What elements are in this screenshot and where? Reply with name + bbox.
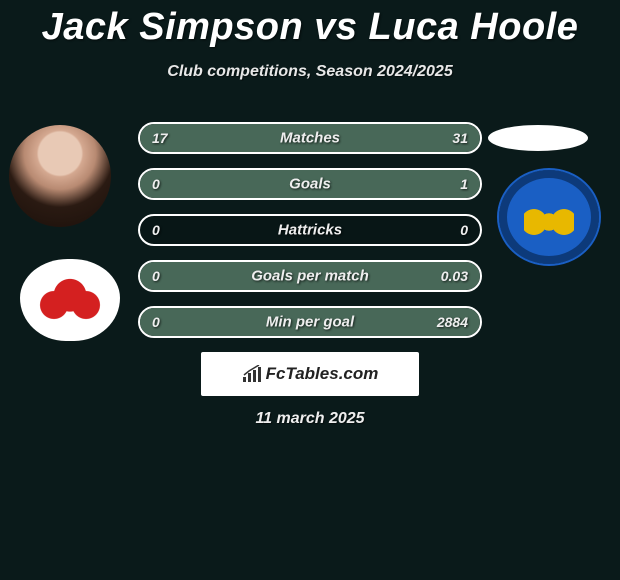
- player-photo-left: [9, 125, 111, 227]
- stat-row: 17 Matches 31: [138, 122, 482, 154]
- stat-label: Goals: [289, 176, 331, 193]
- stat-value-right: 31: [452, 130, 468, 146]
- club-crest-left: [20, 259, 120, 341]
- comparison-card: Jack Simpson vs Luca Hoole Club competit…: [0, 0, 620, 580]
- stat-value-right: 0: [460, 222, 468, 238]
- stat-label: Matches: [280, 130, 340, 147]
- stat-label: Min per goal: [266, 314, 354, 331]
- stat-label: Goals per match: [251, 268, 369, 285]
- stat-value-left: 0: [152, 222, 160, 238]
- stat-value-left: 0: [152, 314, 160, 330]
- date-label: 11 march 2025: [0, 410, 620, 428]
- club-crest-right: [499, 170, 599, 264]
- stat-row: 0 Goals per match 0.03: [138, 260, 482, 292]
- stat-value-left: 17: [152, 130, 168, 146]
- stat-row: 0 Goals 1: [138, 168, 482, 200]
- subtitle: Club competitions, Season 2024/2025: [0, 63, 620, 81]
- page-title: Jack Simpson vs Luca Hoole: [0, 0, 620, 49]
- stat-value-left: 0: [152, 176, 160, 192]
- stat-value-right: 2884: [437, 314, 468, 330]
- stat-value-left: 0: [152, 268, 160, 284]
- stat-label: Hattricks: [278, 222, 342, 239]
- brand-text: FcTables.com: [266, 364, 379, 384]
- stat-row: 0 Min per goal 2884: [138, 306, 482, 338]
- stats-table: 17 Matches 31 0 Goals 1 0 Hattricks 0 0 Goals per …: [138, 122, 482, 352]
- player-photo-right: [488, 125, 588, 151]
- stat-row: 0 Hattricks 0: [138, 214, 482, 246]
- stat-value-right: 1: [460, 176, 468, 192]
- chart-icon: [242, 365, 262, 383]
- stat-value-right: 0.03: [441, 268, 468, 284]
- branding-badge: FcTables.com: [201, 352, 419, 396]
